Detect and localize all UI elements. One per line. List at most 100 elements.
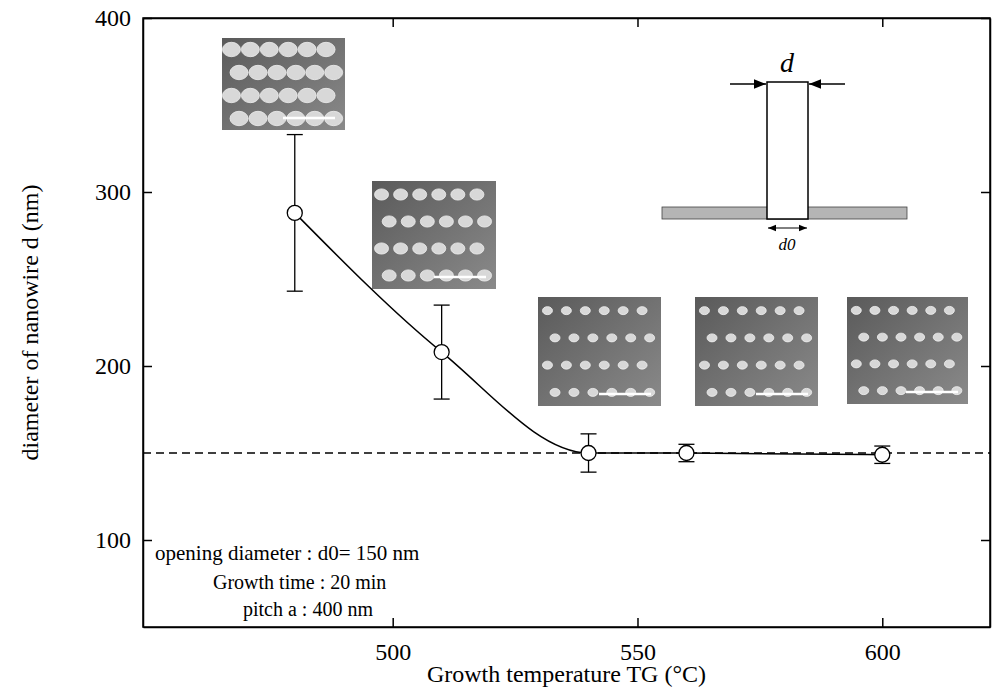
data-point <box>581 446 596 461</box>
sem-feature <box>933 333 943 341</box>
sem-feature <box>756 361 766 369</box>
data-point <box>679 446 694 461</box>
tick-mark <box>143 540 152 542</box>
sem-feature <box>470 243 484 254</box>
sem-feature <box>413 189 427 200</box>
tick: 100 <box>95 527 152 553</box>
error-bar-cap <box>874 445 890 446</box>
sem-feature <box>783 334 793 342</box>
axis-line <box>990 19 992 628</box>
sem-feature <box>375 243 389 254</box>
tick: 200 <box>95 353 152 379</box>
sem-feature <box>439 216 453 227</box>
sem-feature <box>599 361 609 369</box>
sem-feature <box>618 361 628 369</box>
sem-feature <box>420 216 434 227</box>
tick <box>981 192 990 193</box>
sem-feature <box>718 307 728 315</box>
sem-feature <box>382 216 396 227</box>
sem-feature <box>561 307 571 315</box>
sem-feature <box>550 388 560 396</box>
tick <box>981 540 990 541</box>
nanowire <box>767 82 808 219</box>
x-axis: 500 550 600 <box>144 618 991 665</box>
sem-feature <box>458 270 472 281</box>
sem-image-background <box>372 181 496 289</box>
sem-feature <box>298 88 316 102</box>
y-axis: 100200300400 <box>95 5 152 627</box>
sem-feature <box>699 307 709 315</box>
scale-bar <box>756 393 808 396</box>
tick-label: 600 <box>865 639 901 665</box>
tick-mark <box>882 18 884 27</box>
tick-mark <box>143 18 152 20</box>
sem-feature <box>637 361 647 369</box>
data-point <box>287 205 302 220</box>
error-bar-cap <box>434 304 450 305</box>
axis-line <box>144 18 991 20</box>
error-bar <box>678 444 694 461</box>
tick-mark <box>143 366 152 368</box>
sem-feature <box>907 306 917 314</box>
error-bar <box>874 446 890 463</box>
scale-bar <box>599 393 651 396</box>
error-bar <box>434 305 450 399</box>
sem-feature <box>764 334 774 342</box>
data-line <box>295 213 883 455</box>
sem-image-background <box>695 297 818 406</box>
tick-label: 200 <box>95 353 131 379</box>
sem-feature <box>944 306 954 314</box>
sem-feature <box>726 334 736 342</box>
data-point <box>434 345 449 360</box>
sem-feature <box>580 307 590 315</box>
sem-feature <box>607 334 617 342</box>
error-bar <box>581 434 597 472</box>
sem-feature <box>478 216 492 227</box>
sem-feature <box>802 334 812 342</box>
sem-feature <box>451 189 465 200</box>
arrow <box>768 228 807 229</box>
sem-image <box>847 297 968 404</box>
sem-feature <box>699 361 709 369</box>
sem-feature <box>580 361 590 369</box>
sem-feature <box>896 387 906 395</box>
tick-mark <box>392 618 394 627</box>
tick: 300 <box>95 179 152 205</box>
sem-feature <box>394 189 408 200</box>
tick-label: 500 <box>375 639 411 665</box>
sem-feature <box>896 333 906 341</box>
sem-feature <box>249 111 267 125</box>
sem-feature <box>432 243 446 254</box>
tick-mark <box>143 192 152 194</box>
sem-feature <box>401 270 415 281</box>
tick: 550 <box>620 618 656 665</box>
sem-feature <box>933 387 943 395</box>
sem-feature <box>298 42 316 56</box>
schematic <box>662 82 907 228</box>
sem-feature <box>707 388 717 396</box>
plot-area <box>143 135 990 473</box>
x-axis-title: Growth temperature TG (°C) <box>427 661 706 687</box>
sem-feature <box>599 307 609 315</box>
error-bar-cap <box>874 463 890 464</box>
sem-feature <box>775 307 785 315</box>
plot-frame <box>143 18 990 627</box>
scale-bar <box>434 276 486 279</box>
sem-image-background <box>222 38 345 130</box>
sem-feature <box>889 306 899 314</box>
sem-feature <box>944 360 954 368</box>
sem-feature <box>707 334 717 342</box>
tick: 500 <box>375 618 411 665</box>
sem-feature <box>952 333 962 341</box>
sem-feature <box>569 388 579 396</box>
sem-feature <box>279 88 297 102</box>
tick <box>393 18 394 27</box>
sem-feature <box>325 65 343 79</box>
sem-feature <box>859 387 869 395</box>
tick-mark <box>981 540 990 542</box>
sem-feature <box>645 334 655 342</box>
y-axis-right <box>981 19 991 628</box>
sem-feature <box>550 334 560 342</box>
sem-feature <box>260 42 278 56</box>
sem-feature <box>317 88 335 102</box>
